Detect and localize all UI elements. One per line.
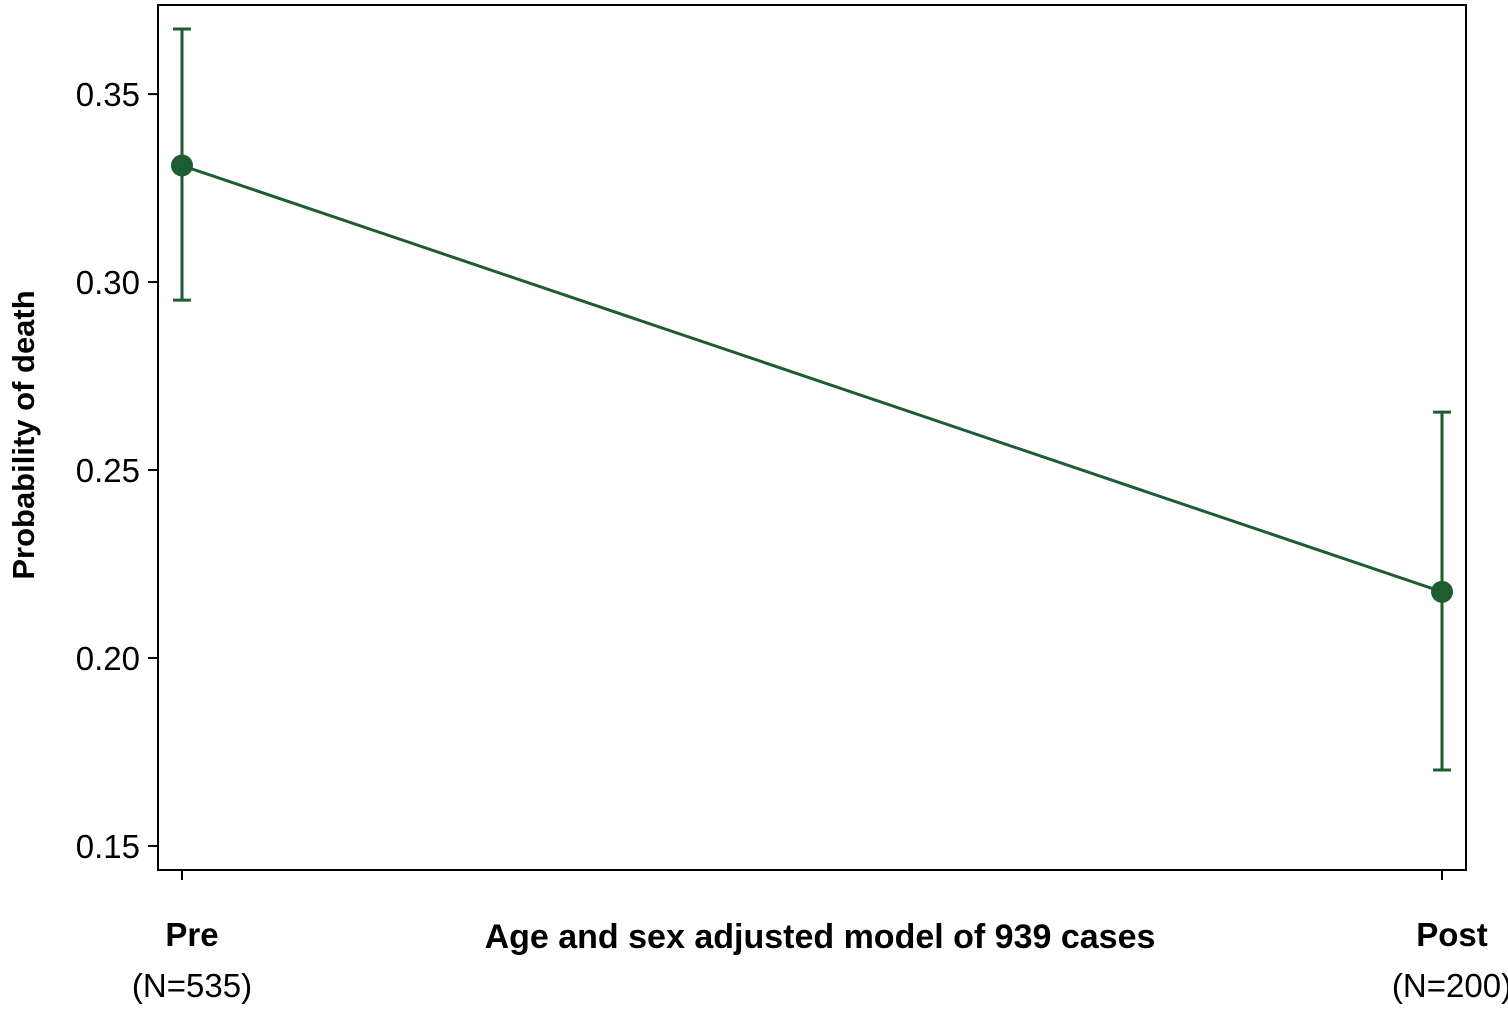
x-tick-label: Pre xyxy=(165,916,218,953)
y-tick-label: 0.15 xyxy=(76,828,140,865)
x-tick-label: Post xyxy=(1416,916,1488,953)
y-tick-label: 0.30 xyxy=(76,264,140,301)
point xyxy=(1431,580,1453,603)
y-tick-label: 0.25 xyxy=(76,452,140,489)
point xyxy=(171,154,193,177)
plot-frame xyxy=(157,4,1467,871)
y-axis-label: Probability of death xyxy=(6,290,41,579)
line xyxy=(181,164,1443,594)
x-axis-label: Age and sex adjusted model of 939 cases xyxy=(485,918,1156,956)
y-tick-label: 0.20 xyxy=(76,640,140,677)
x-tick-note: (N=200) xyxy=(1392,967,1508,1004)
x-tick-note: (N=535) xyxy=(132,967,252,1004)
y-tick-label: 0.35 xyxy=(76,76,140,113)
